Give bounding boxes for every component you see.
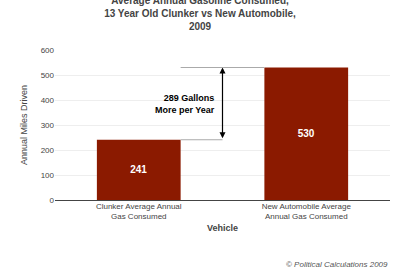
svg-text:Annual Miles Driven: Annual Miles Driven xyxy=(19,85,29,165)
svg-text:300: 300 xyxy=(41,121,55,130)
svg-text:200: 200 xyxy=(41,146,55,155)
svg-text:Average Annual Gasoline Consum: Average Annual Gasoline Consumed,13 Year… xyxy=(104,0,296,32)
svg-text:Vehicle: Vehicle xyxy=(207,223,238,233)
svg-text:241: 241 xyxy=(130,164,147,175)
svg-text:© Political Calculations 2009: © Political Calculations 2009 xyxy=(286,260,388,269)
svg-text:400: 400 xyxy=(41,96,55,105)
svg-text:100: 100 xyxy=(41,171,55,180)
svg-text:Clunker Average AnnualGas Cons: Clunker Average AnnualGas Consumed xyxy=(96,202,182,221)
svg-text:0: 0 xyxy=(50,196,55,205)
svg-text:New Automobile AverageAnnual G: New Automobile AverageAnnual Gas Consume… xyxy=(262,202,352,221)
svg-text:289 GallonsMore per Year: 289 GallonsMore per Year xyxy=(155,93,215,115)
svg-text:530: 530 xyxy=(298,128,315,139)
svg-text:600: 600 xyxy=(41,46,55,55)
svg-text:500: 500 xyxy=(41,71,55,80)
